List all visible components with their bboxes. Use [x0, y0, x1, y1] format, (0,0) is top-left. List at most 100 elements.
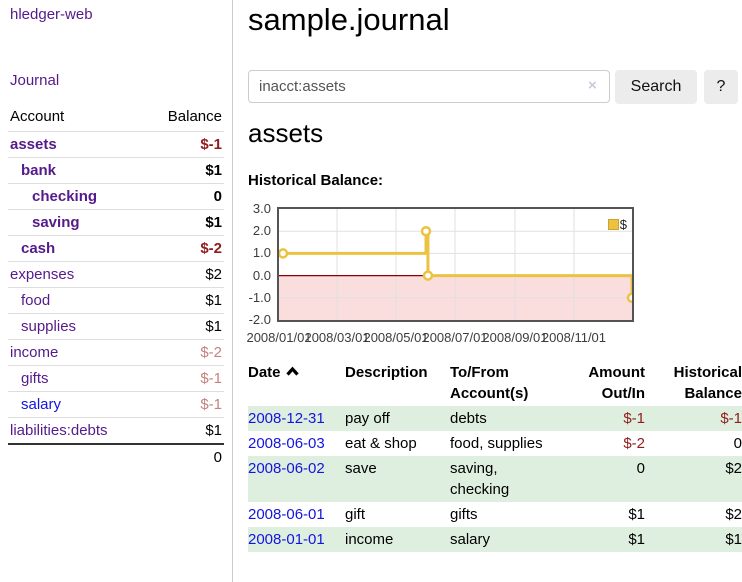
y-tick-label: 1.0: [252, 245, 271, 261]
column-header-description[interactable]: Description: [345, 364, 428, 381]
transaction-description: gift: [345, 506, 366, 523]
help-button[interactable]: ?: [704, 70, 738, 104]
account-row: assets $-1: [8, 131, 224, 158]
chart-series-svg: [279, 209, 632, 320]
chart-label: Historical Balance:: [248, 172, 384, 189]
data-point-marker: [422, 270, 434, 281]
account-balance: $1: [144, 157, 224, 184]
account-balance: $-1: [144, 391, 224, 418]
data-point-marker: [420, 225, 432, 237]
x-tick-label: 2008/05/01: [363, 330, 429, 345]
transaction-balance: $2: [725, 506, 742, 523]
column-header-accounts[interactable]: To/From Account(s): [450, 364, 529, 402]
accounts-total-balance: 0: [144, 443, 224, 470]
transaction-row: 2008-12-31 pay off debts $-1 $-1: [248, 406, 742, 431]
x-tick-label: 2008/11/01: [541, 330, 607, 345]
transaction-balance: $2: [645, 456, 742, 502]
transaction-row: 2008-06-01 gift gifts $1 $2: [248, 502, 742, 527]
account-link-liabilities-debts[interactable]: liabilities:debts: [10, 422, 108, 439]
account-row: cash $-2: [8, 235, 224, 262]
transaction-accounts: food, supplies: [450, 435, 543, 452]
column-header-date[interactable]: Date: [248, 362, 345, 406]
account-link-expenses[interactable]: expenses: [10, 266, 75, 283]
account-link-checking[interactable]: checking: [32, 188, 98, 205]
transaction-row: 2008-06-02 save saving, checking 0 $2: [248, 456, 742, 502]
transaction-description: pay off: [345, 406, 450, 431]
transaction-amount: 0: [560, 456, 645, 502]
account-balance: $-2: [144, 339, 224, 366]
transaction-row: 2008-01-01 income salary $1 $1: [248, 527, 742, 552]
account-link-saving[interactable]: saving: [32, 214, 80, 231]
data-point-marker: [626, 292, 632, 304]
x-tick-label: 2008/09/01: [482, 330, 548, 345]
y-tick-label: 2.0: [252, 223, 271, 239]
account-balance: $1: [144, 417, 224, 444]
x-tick-label: 2008/01/01: [246, 330, 312, 345]
account-row: liabilities:debts $1: [8, 417, 224, 444]
transaction-date-link[interactable]: 2008-01-01: [248, 531, 325, 548]
account-link-bank[interactable]: bank: [21, 162, 57, 179]
transaction-date-link[interactable]: 2008-06-01: [248, 506, 325, 523]
y-tick-label: 3.0: [252, 201, 271, 216]
transaction-description: eat & shop: [345, 435, 417, 452]
accounts-table: Account Balance assets $-1 bank $1 checking 0…: [8, 106, 224, 470]
account-row: gifts $-1: [8, 365, 224, 392]
column-header-balance[interactable]: Historical Balance: [673, 364, 742, 402]
account-link-salary[interactable]: salary: [21, 396, 62, 413]
account-balance: $1: [144, 313, 224, 340]
account-balance: $-2: [144, 235, 224, 262]
sort-ascending-icon: [285, 362, 300, 383]
accounts-header-balance: Balance: [167, 108, 222, 125]
x-tick-label: 2008/03/01: [304, 330, 370, 345]
account-link-cash[interactable]: cash: [21, 240, 56, 257]
historical-balance-chart: 3.0 2.0 1.0 0.0 -1.0 -2.0 $ 2008/01/01 2008/03…: [243, 201, 663, 351]
transaction-description: income: [345, 527, 450, 552]
sidebar: hledger-web Journal Account Balance asse…: [0, 0, 233, 582]
account-row: checking 0: [8, 183, 224, 210]
chart-legend: $: [607, 217, 627, 232]
account-row: food $1: [8, 287, 224, 314]
accounts-total-row: 0: [8, 443, 224, 470]
transaction-accounts: debts: [450, 406, 560, 431]
account-row: saving $1: [8, 209, 224, 236]
account-link-supplies[interactable]: supplies: [21, 318, 77, 335]
transaction-row: 2008-06-03 eat & shop food, supplies $-2 0: [248, 431, 742, 456]
transaction-date-link[interactable]: 2008-12-31: [248, 410, 325, 427]
accounts-header-account: Account: [10, 108, 65, 125]
account-row: salary $-1: [8, 391, 224, 418]
column-header-amount[interactable]: Amount Out/In: [588, 364, 645, 402]
legend-swatch-icon: [607, 219, 619, 230]
account-row: bank $1: [8, 157, 224, 184]
transaction-date-link[interactable]: 2008-06-02: [248, 460, 325, 477]
data-point-marker: [279, 248, 289, 259]
chart-plot-area: $: [277, 207, 634, 322]
page-title: sample.journal: [248, 2, 450, 37]
sidebar-item-journal[interactable]: Journal: [10, 72, 60, 89]
account-balance: $-1: [144, 131, 224, 158]
account-row: expenses $2: [8, 261, 224, 288]
account-row: income $-2: [8, 339, 224, 366]
transaction-amount: $-1: [560, 406, 645, 431]
account-link-assets[interactable]: assets: [10, 136, 57, 153]
account-row: supplies $1: [8, 313, 224, 340]
clear-search-icon[interactable]: ×: [588, 77, 597, 94]
transaction-date-link[interactable]: 2008-06-03: [248, 435, 325, 452]
transaction-accounts: salary: [450, 527, 560, 552]
account-balance: $-1: [144, 365, 224, 392]
transaction-accounts: saving, checking: [450, 456, 560, 502]
account-link-income[interactable]: income: [10, 344, 59, 361]
y-tick-label: 0.0: [252, 267, 271, 283]
account-balance: $2: [144, 261, 224, 288]
account-balance: $1: [144, 209, 224, 236]
transaction-accounts: gifts: [450, 506, 478, 523]
y-tick-label: -2.0: [248, 312, 271, 327]
search-input[interactable]: [248, 70, 610, 103]
main-content: sample.journal × Search ? assets Histori…: [246, 0, 742, 582]
app-title-link[interactable]: hledger-web: [10, 6, 93, 23]
account-link-gifts[interactable]: gifts: [21, 370, 49, 387]
register-table: Date Description To/From Account(s) Amou…: [248, 362, 742, 552]
account-link-food[interactable]: food: [21, 292, 51, 309]
search-form: × Search ?: [248, 70, 742, 104]
register-heading: assets: [248, 118, 324, 148]
search-button[interactable]: Search: [615, 70, 697, 104]
